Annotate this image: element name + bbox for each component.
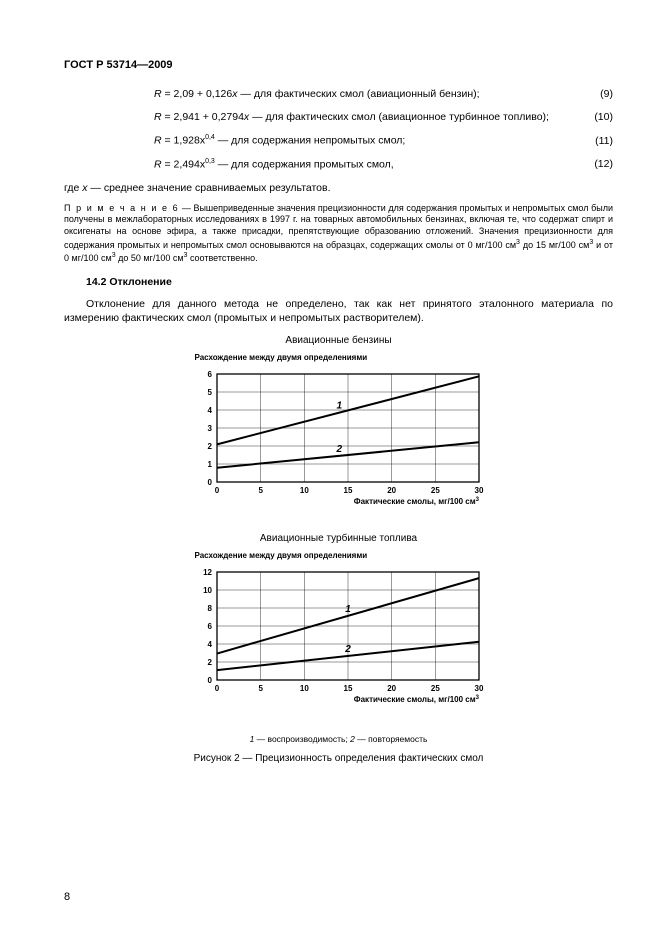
page-number: 8 bbox=[64, 890, 70, 905]
equation-row: R = 2,494x0,3 — для содержания промытых … bbox=[64, 157, 613, 172]
svg-text:10: 10 bbox=[299, 486, 308, 495]
section-head: 14.2 Отклонение bbox=[86, 275, 613, 289]
where-post: — среднее значение сравниваемых результа… bbox=[88, 182, 331, 194]
svg-text:20: 20 bbox=[387, 486, 396, 495]
chart1-inner-caption: Расхождение между двумя определениями bbox=[195, 353, 489, 364]
svg-text:0: 0 bbox=[214, 684, 219, 693]
svg-text:0: 0 bbox=[207, 676, 212, 685]
chart1-svg: 120123456051015202530Фактические смолы, … bbox=[189, 366, 489, 526]
note-6: П р и м е ч а н и е 6 — Вышеприведенные … bbox=[64, 203, 613, 265]
deviation-paragraph: Отклонение для данного метода не определ… bbox=[64, 297, 613, 325]
equation-body: R = 1,928x0,4 — для содержания непромыты… bbox=[154, 133, 573, 148]
chart2-svg: 12024681012051015202530Фактические смолы… bbox=[189, 564, 489, 724]
svg-text:Фактические смолы, мг/100 см3: Фактические смолы, мг/100 см3 bbox=[353, 497, 479, 506]
svg-text:25: 25 bbox=[430, 486, 439, 495]
svg-text:10: 10 bbox=[203, 586, 212, 595]
svg-text:0: 0 bbox=[207, 478, 212, 487]
chart1-wrap: Расхождение между двумя определениями 1 2… bbox=[189, 353, 489, 526]
chart2-inner-caption: Расхождение между двумя определениями bbox=[195, 551, 489, 562]
svg-text:0: 0 bbox=[214, 486, 219, 495]
svg-text:6: 6 bbox=[207, 370, 212, 379]
svg-text:10: 10 bbox=[299, 684, 308, 693]
where-line: где x — среднее значение сравниваемых ре… bbox=[64, 181, 613, 195]
svg-text:5: 5 bbox=[258, 486, 263, 495]
svg-text:2: 2 bbox=[207, 658, 212, 667]
svg-text:12: 12 bbox=[203, 568, 212, 577]
equation-body: R = 2,494x0,3 — для содержания промытых … bbox=[154, 157, 573, 172]
legend-1-txt: — воспроизводимость; bbox=[254, 734, 350, 744]
note-start: П р и м е ч а н и е 6 bbox=[64, 203, 179, 213]
equation-row: R = 1,928x0,4 — для содержания непромыты… bbox=[64, 133, 613, 148]
chart1-title: Авиационные бензины bbox=[64, 334, 613, 348]
equation-number: (12) bbox=[573, 157, 613, 171]
figure-caption: Рисунок 2 — Прецизионность определения ф… bbox=[64, 752, 613, 766]
doc-header: ГОСТ Р 53714—2009 bbox=[64, 58, 613, 73]
svg-text:5: 5 bbox=[207, 388, 212, 397]
equation-body: R = 2,941 + 0,2794x — для фактических см… bbox=[154, 110, 573, 124]
svg-text:30: 30 bbox=[474, 486, 483, 495]
chart-legend: 1 — воспроизводимость; 2 — повторяемость bbox=[64, 734, 613, 745]
equation-row: R = 2,09 + 0,126x — для фактических смол… bbox=[64, 87, 613, 101]
where-pre: где bbox=[64, 182, 82, 194]
svg-text:5: 5 bbox=[258, 684, 263, 693]
svg-text:3: 3 bbox=[207, 424, 212, 433]
svg-text:2: 2 bbox=[207, 442, 212, 451]
svg-text:6: 6 bbox=[207, 622, 212, 631]
svg-text:4: 4 bbox=[207, 640, 212, 649]
svg-text:1: 1 bbox=[345, 604, 351, 615]
svg-text:20: 20 bbox=[387, 684, 396, 693]
chart2-wrap: Расхождение между двумя определениями 12… bbox=[189, 551, 489, 724]
svg-text:1: 1 bbox=[336, 401, 342, 412]
legend-2-txt: — повторяемость bbox=[355, 734, 428, 744]
svg-text:2: 2 bbox=[335, 444, 342, 455]
svg-text:8: 8 bbox=[207, 604, 212, 613]
equation-number: (9) bbox=[573, 87, 613, 101]
svg-text:1: 1 bbox=[207, 460, 212, 469]
chart2-title: Авиационные турбинные топлива bbox=[64, 532, 613, 546]
svg-text:30: 30 bbox=[474, 684, 483, 693]
svg-text:Фактические смолы, мг/100 см3: Фактические смолы, мг/100 см3 bbox=[353, 695, 479, 704]
svg-text:4: 4 bbox=[207, 406, 212, 415]
equation-number: (10) bbox=[573, 110, 613, 124]
equation-number: (11) bbox=[573, 134, 613, 148]
svg-text:15: 15 bbox=[343, 486, 352, 495]
svg-text:25: 25 bbox=[430, 684, 439, 693]
equation-row: R = 2,941 + 0,2794x — для фактических см… bbox=[64, 110, 613, 124]
svg-text:2: 2 bbox=[344, 644, 351, 655]
equation-body: R = 2,09 + 0,126x — для фактических смол… bbox=[154, 87, 573, 101]
svg-text:15: 15 bbox=[343, 684, 352, 693]
